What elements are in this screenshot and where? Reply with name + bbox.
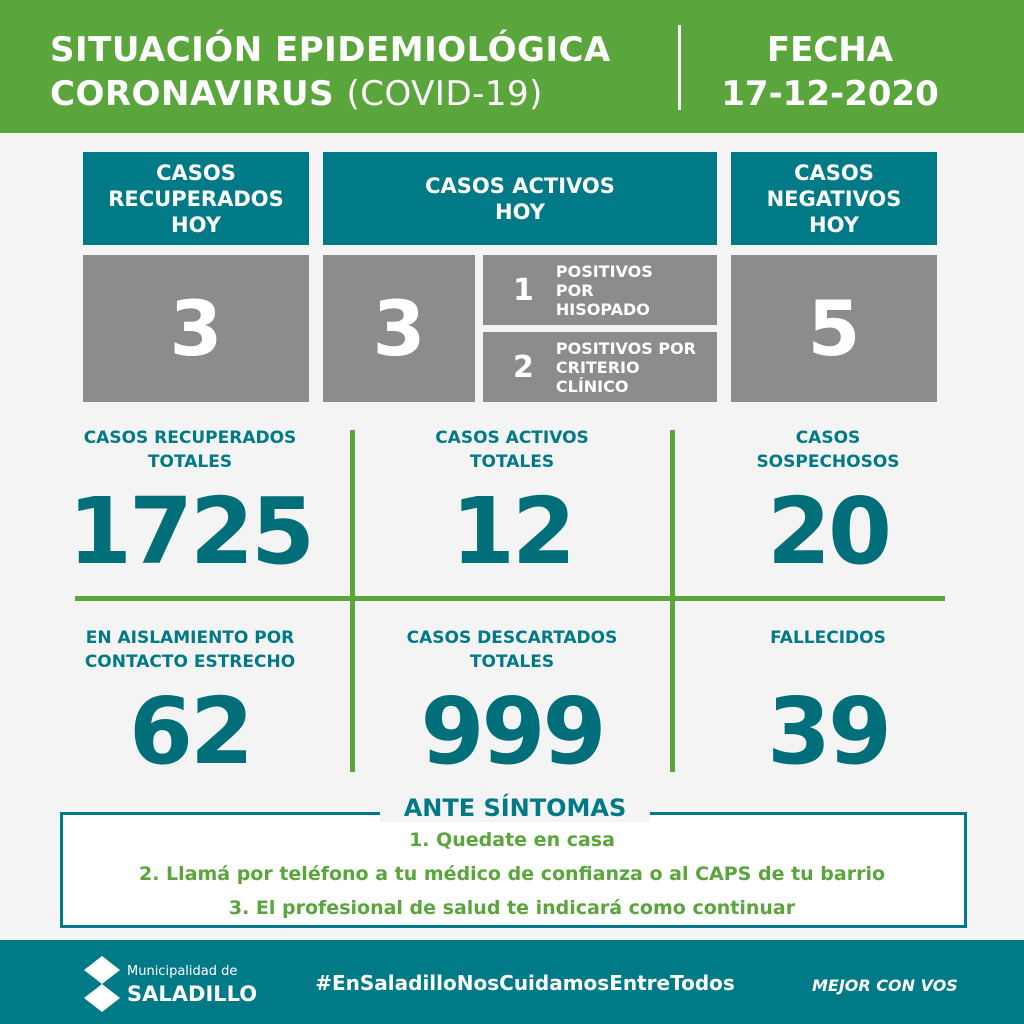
- stat-label: CASOS RECUPERADOS TOTALES: [83, 428, 297, 472]
- logo-line-2: SALADILLO: [127, 982, 258, 1006]
- negative-today-header: CASOS NEGATIVOS HOY: [731, 152, 937, 245]
- active-clinical-box: 2 POSITIVOS POR CRITERIO CLÍNICO: [483, 332, 717, 402]
- symptom-step: 1. Quedate en casa: [409, 829, 615, 851]
- stat-label: CASOS ACTIVOS TOTALES: [435, 428, 589, 472]
- stat-label: CASOS DESCARTADOS TOTALES: [406, 628, 618, 672]
- saladillo-logo-icon: [84, 956, 120, 1012]
- active-today-value: 3: [323, 255, 475, 402]
- stat-label: EN AISLAMIENTO POR CONTACTO ESTRECHO: [84, 628, 296, 672]
- negative-today-value: 5: [731, 255, 937, 402]
- symptoms-title: ANTE SÍNTOMAS: [380, 794, 650, 822]
- logo-line-1: Municipalidad de: [127, 964, 238, 979]
- clinical-label: POSITIVOS POR CRITERIO CLÍNICO: [555, 338, 696, 396]
- clinical-count: 2: [513, 349, 534, 385]
- header-divider: [678, 25, 681, 110]
- grid-line-vertical: [670, 430, 675, 772]
- stat-label: CASOS SOSPECHOSOS: [756, 428, 900, 472]
- header: SITUACIÓN EPIDEMIOLÓGICA CORONAVIRUS (CO…: [0, 0, 1024, 133]
- footer: Municipalidad de SALADILLO #EnSaladilloN…: [0, 940, 1024, 1024]
- date-block: FECHA 17-12-2020: [700, 28, 960, 116]
- recovered-today-value: 3: [83, 255, 309, 402]
- stat-value: 1725: [67, 478, 315, 585]
- stat-value: 62: [128, 678, 254, 785]
- title-line-1: SITUACIÓN EPIDEMIOLÓGICA: [50, 30, 611, 70]
- stat-label: FALLECIDOS: [770, 628, 886, 648]
- hashtag: #EnSaladilloNosCuidamosEntreTodos: [315, 971, 735, 995]
- stat-value: 39: [766, 678, 892, 785]
- date-label: FECHA: [766, 30, 894, 70]
- swab-label: POSITIVOS POR HISOPADO: [555, 261, 653, 319]
- symptom-step: 2. Llamá por teléfono a tu médico de con…: [138, 863, 886, 885]
- stat-value: 999: [420, 678, 606, 785]
- title-line-2-suffix: (COVID-19): [346, 74, 543, 114]
- recovered-today-header: CASOS RECUPERADOS HOY: [83, 152, 309, 245]
- grid-line-vertical: [350, 430, 355, 772]
- active-swab-box: 1 POSITIVOS POR HISOPADO: [483, 255, 717, 325]
- stat-value: 20: [766, 478, 892, 585]
- active-today-header: CASOS ACTIVOS HOY: [323, 152, 717, 245]
- title-line-2: CORONAVIRUS: [50, 74, 335, 114]
- date-value: 17-12-2020: [721, 74, 939, 114]
- page-title: SITUACIÓN EPIDEMIOLÓGICA CORONAVIRUS (CO…: [50, 28, 611, 116]
- grid-line-horizontal: [75, 596, 945, 601]
- slogan: MEJOR CON VOS: [812, 976, 958, 995]
- swab-count: 1: [513, 272, 534, 308]
- symptom-step: 3. El profesional de salud te indicará c…: [228, 897, 796, 919]
- stat-value: 12: [450, 478, 576, 585]
